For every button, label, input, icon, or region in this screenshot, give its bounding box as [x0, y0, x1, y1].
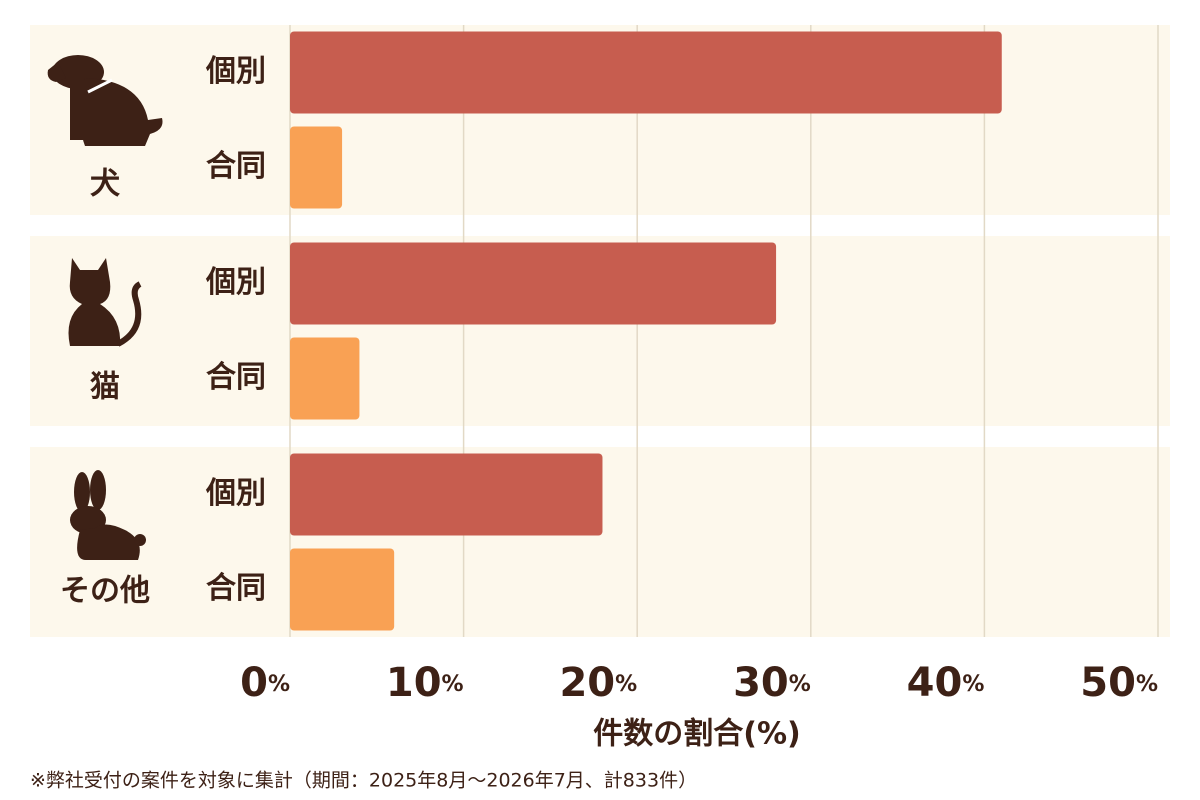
rabbit-icon: [70, 470, 146, 560]
x-tick-label: 10%: [386, 660, 464, 706]
bar: [290, 31, 1002, 114]
x-tick-label: 30%: [733, 660, 811, 706]
dog-icon: [47, 55, 163, 146]
bar: [290, 453, 603, 536]
bar: [290, 126, 343, 209]
bar: [290, 337, 360, 420]
series-label: 合同: [206, 360, 266, 395]
group-label: その他: [60, 574, 150, 609]
footnote: ※弊社受付の案件を対象に集計（期間：2025年8月～2026年7月、計833件）: [30, 770, 697, 792]
x-axis-label: 件数の割合(%): [593, 717, 800, 752]
bar: [290, 242, 777, 325]
cat-icon: [68, 258, 142, 347]
x-tick-label: 50%: [1080, 660, 1158, 706]
series-label: 個別: [205, 265, 266, 300]
series-label: 合同: [206, 149, 266, 184]
series-label: 個別: [205, 54, 266, 89]
bar: [290, 548, 395, 631]
group-label: 猫: [90, 370, 120, 405]
x-tick-label: 20%: [559, 660, 637, 706]
x-tick-label: 40%: [907, 660, 985, 706]
x-tick-label: 0%: [240, 660, 290, 706]
series-label: 合同: [206, 571, 266, 606]
series-label: 個別: [205, 476, 266, 511]
group-label: 犬: [90, 167, 120, 202]
